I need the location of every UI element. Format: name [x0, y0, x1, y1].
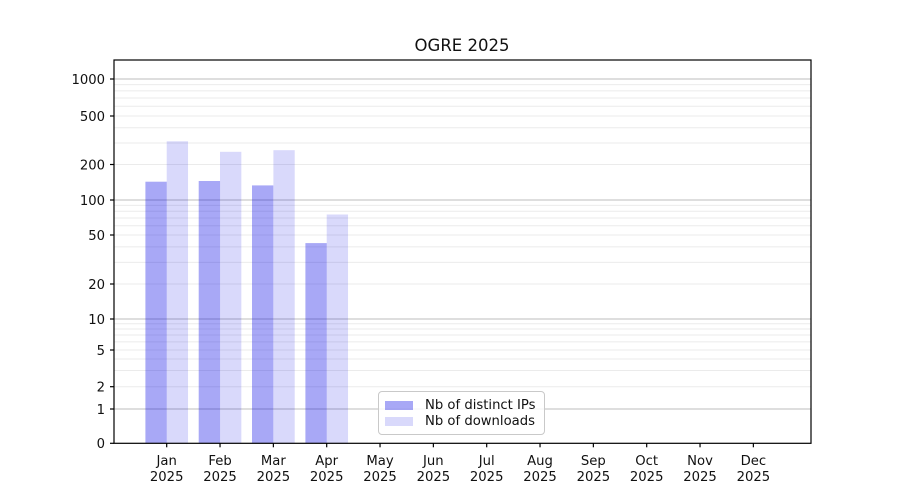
x-tick-label-month: Jan — [156, 454, 177, 469]
x-tick-label-year: 2025 — [417, 470, 451, 485]
x-tick-label-month: Jun — [422, 454, 444, 469]
y-tick-label: 0 — [97, 437, 105, 452]
legend-label-downloads: Nb of downloads — [425, 413, 535, 429]
bar-downloads-apr — [326, 214, 349, 444]
x-tick-label-month: Mar — [261, 454, 286, 469]
x-tick-label-month: Apr — [315, 454, 338, 469]
chart-title: OGRE 2025 — [415, 36, 510, 55]
x-tick-label-month: Aug — [527, 454, 553, 469]
x-tick-label-month: Jul — [478, 454, 495, 469]
x-tick-label-month: Dec — [741, 454, 767, 469]
x-tick-label-year: 2025 — [363, 470, 397, 485]
legend-swatch-distinct-ips — [385, 400, 413, 410]
x-tick-label-year: 2025 — [577, 470, 611, 485]
bar-distinct-ips-feb — [198, 181, 221, 444]
x-tick-label-year: 2025 — [257, 470, 291, 485]
y-tick-label: 2 — [97, 381, 105, 396]
x-tick-label-month: May — [366, 454, 393, 469]
bar-downloads-feb — [220, 151, 242, 444]
bar-downloads-jan — [166, 141, 189, 444]
plot-frame — [113, 59, 812, 444]
y-tick-label: 10 — [88, 313, 105, 328]
x-tick-label-year: 2025 — [737, 470, 771, 485]
x-tick-label-year: 2025 — [470, 470, 504, 485]
bar-downloads-mar — [273, 150, 295, 444]
x-tick-label-year: 2025 — [310, 470, 344, 485]
x-tick-label-year: 2025 — [150, 470, 184, 485]
y-tick-label: 100 — [80, 194, 105, 209]
bars — [145, 141, 349, 444]
x-tick-label-year: 2025 — [630, 470, 664, 485]
bar-distinct-ips-jan — [145, 181, 167, 444]
y-tick-label: 500 — [80, 110, 105, 125]
legend-label-distinct-ips: Nb of distinct IPs — [425, 397, 536, 413]
x-tick-label-month: Sep — [581, 454, 606, 469]
x-tick-label-month: Oct — [635, 454, 658, 469]
y-tick-label: 50 — [88, 229, 105, 244]
y-tick-label: 1000 — [71, 73, 105, 88]
x-tick-label-year: 2025 — [203, 470, 237, 485]
x-tick-label-month: Feb — [208, 454, 231, 469]
plot-border — [113, 59, 812, 444]
x-tick-label-month: Nov — [687, 454, 713, 469]
legend: Nb of distinct IPs Nb of downloads — [378, 391, 545, 435]
legend-item-distinct-ips: Nb of distinct IPs — [385, 397, 544, 413]
gridlines — [114, 78, 811, 410]
y-tick-label: 20 — [88, 278, 105, 293]
legend-swatch-downloads — [385, 416, 413, 426]
y-tick-label: 5 — [97, 344, 105, 359]
axis-ticks-and-labels: 01251020501002005001000Jan2025Feb2025Mar… — [71, 73, 770, 485]
x-tick-label-year: 2025 — [683, 470, 717, 485]
y-tick-label: 200 — [80, 158, 105, 173]
x-tick-label-year: 2025 — [523, 470, 557, 485]
bar-distinct-ips-apr — [305, 243, 327, 444]
bar-distinct-ips-mar — [252, 185, 274, 444]
legend-item-downloads: Nb of downloads — [385, 413, 544, 429]
y-tick-label: 1 — [97, 403, 105, 418]
